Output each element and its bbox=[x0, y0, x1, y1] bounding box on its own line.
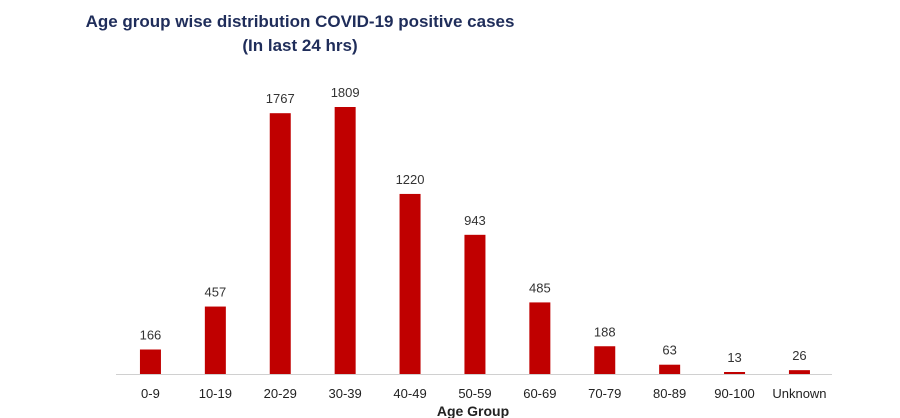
bar-80-89 bbox=[659, 364, 681, 374]
chart-subtitle: (In last 24 hrs) bbox=[242, 36, 358, 55]
data-label-30-39: 1809 bbox=[331, 85, 360, 100]
chart-title-block: Age group wise distribution COVID-19 pos… bbox=[80, 10, 520, 58]
x-tick-labels-group: 0-9 10-19 20-29 30-39 40-49 50-59 60-69 70-79 80… bbox=[141, 386, 827, 401]
bar-20-29 bbox=[269, 113, 291, 374]
data-label-80-89: 63 bbox=[662, 343, 676, 358]
x-axis-title: Age Group bbox=[437, 403, 509, 418]
bar-90-100 bbox=[724, 372, 746, 374]
bar-60-69 bbox=[529, 302, 551, 374]
x-tick-label-0-9: 0-9 bbox=[141, 386, 160, 401]
x-tick-label-90-100: 90-100 bbox=[714, 386, 754, 401]
bar-50-59 bbox=[464, 234, 486, 374]
data-label-unknown: 26 bbox=[792, 348, 806, 363]
x-tick-label-20-29: 20-29 bbox=[264, 386, 297, 401]
data-label-60-69: 485 bbox=[529, 280, 551, 295]
bars-group bbox=[139, 107, 810, 374]
x-tick-label-70-79: 70-79 bbox=[588, 386, 621, 401]
data-label-0-9: 166 bbox=[140, 327, 162, 342]
data-label-10-19: 457 bbox=[204, 285, 226, 300]
data-labels-group: 166 457 1767 1809 1220 943 485 188 63 13 26 bbox=[140, 85, 807, 365]
bar-30-39 bbox=[334, 107, 356, 374]
bar-unknown bbox=[788, 370, 810, 374]
bar-40-49 bbox=[399, 193, 421, 374]
data-label-70-79: 188 bbox=[594, 324, 616, 339]
chart-title: Age group wise distribution COVID-19 pos… bbox=[85, 12, 515, 31]
x-tick-label-50-59: 50-59 bbox=[458, 386, 491, 401]
bar-70-79 bbox=[594, 346, 616, 374]
x-tick-label-30-39: 30-39 bbox=[329, 386, 362, 401]
data-label-90-100: 13 bbox=[727, 350, 741, 365]
x-tick-label-10-19: 10-19 bbox=[199, 386, 232, 401]
bar-0-9 bbox=[139, 349, 161, 374]
x-tick-label-60-69: 60-69 bbox=[523, 386, 556, 401]
bar-10-19 bbox=[204, 306, 226, 374]
data-label-40-49: 1220 bbox=[396, 172, 425, 187]
x-tick-label-40-49: 40-49 bbox=[393, 386, 426, 401]
data-label-50-59: 943 bbox=[464, 213, 486, 228]
data-label-20-29: 1767 bbox=[266, 91, 295, 106]
x-tick-label-80-89: 80-89 bbox=[653, 386, 686, 401]
x-tick-label-unknown: Unknown bbox=[772, 386, 826, 401]
